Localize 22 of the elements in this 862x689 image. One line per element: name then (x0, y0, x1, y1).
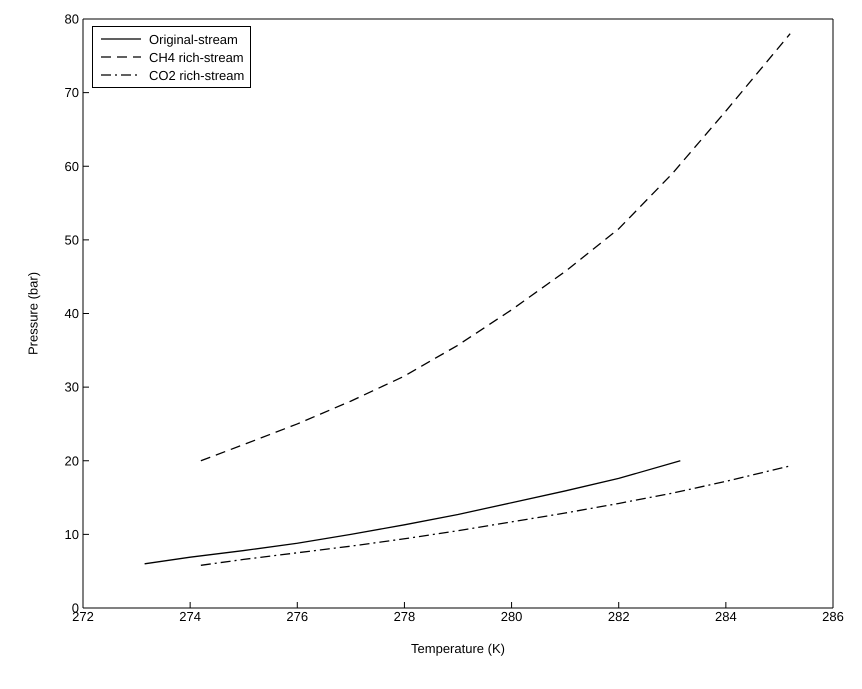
y-axis-title: Pressure (bar) (26, 272, 41, 356)
x-axis-title: Temperature (K) (411, 641, 505, 656)
legend-label: CO2 rich-stream (149, 68, 244, 82)
x-tick-label: 278 (394, 609, 416, 624)
x-tick-label: 284 (715, 609, 737, 624)
y-tick-label: 20 (64, 453, 79, 468)
x-tick-label: 282 (608, 609, 630, 624)
legend-label: Original-stream (149, 32, 238, 46)
x-tick-label: 280 (500, 609, 522, 624)
line-series (144, 460, 681, 564)
y-tick-label: 60 (64, 158, 79, 174)
y-tick-label: 30 (64, 380, 79, 395)
y-tick-label: 40 (64, 306, 79, 322)
x-tick-label: 286 (822, 609, 844, 624)
x-tick-label: 274 (179, 609, 201, 624)
y-tick-label: 10 (64, 526, 79, 542)
legend-label: CH4 rich-stream (149, 50, 244, 64)
y-tick-label: 80 (64, 12, 79, 27)
y-tick-label: 50 (64, 232, 79, 248)
line-series (200, 465, 791, 566)
y-tick-label: 70 (64, 85, 79, 100)
x-tick-label: 276 (286, 609, 308, 624)
